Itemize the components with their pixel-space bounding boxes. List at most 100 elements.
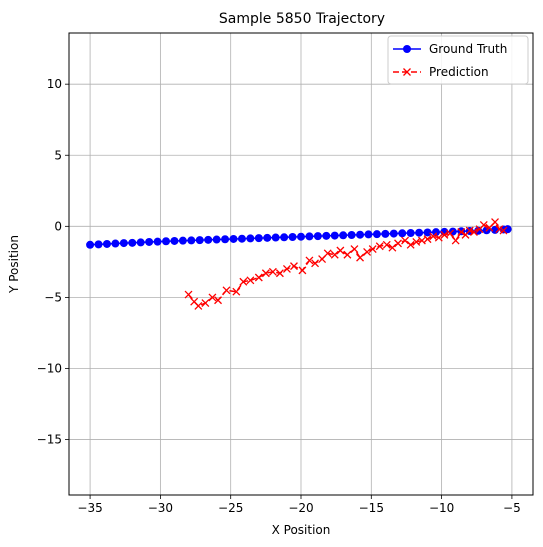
data-point-prediction — [350, 245, 359, 254]
grid — [69, 33, 533, 495]
data-point-ground-truth — [288, 232, 297, 241]
data-point-prediction — [330, 250, 339, 259]
data-point-ground-truth — [153, 237, 162, 246]
data-point-ground-truth — [503, 225, 512, 234]
data-point-prediction — [491, 218, 499, 227]
data-point-prediction — [290, 262, 298, 271]
data-point-ground-truth — [398, 229, 407, 238]
data-point-prediction — [412, 238, 421, 246]
data-point-ground-truth — [415, 228, 424, 237]
data-point-ground-truth — [237, 234, 246, 243]
data-point-ground-truth — [162, 237, 171, 246]
data-point-ground-truth — [254, 234, 263, 243]
y-tick-label: 10 — [47, 77, 62, 91]
data-point-prediction — [268, 267, 277, 276]
data-point-ground-truth — [229, 234, 238, 243]
data-point-prediction — [336, 246, 345, 255]
data-point-ground-truth — [381, 229, 390, 238]
data-point-ground-truth — [339, 231, 348, 240]
data-point-ground-truth — [111, 239, 120, 248]
data-point-prediction — [298, 266, 307, 275]
x-tick-label: −5 — [503, 501, 521, 515]
data-point-prediction — [417, 236, 426, 245]
data-point-ground-truth — [212, 235, 221, 244]
data-point-prediction — [423, 235, 432, 244]
data-point-prediction — [469, 228, 478, 236]
x-tick-label: −10 — [429, 501, 454, 515]
data-point-ground-truth — [170, 236, 179, 245]
y-tick-label: −15 — [37, 433, 62, 447]
legend: Ground Truth Prediction — [387, 35, 529, 85]
y-axis-title: Y Position — [7, 235, 21, 294]
series-layer — [86, 218, 512, 310]
data-point-prediction — [311, 259, 320, 268]
data-point-prediction — [375, 242, 384, 251]
data-point-ground-truth — [221, 235, 230, 244]
data-point-prediction — [457, 228, 466, 236]
data-point-prediction — [499, 226, 508, 235]
data-point-prediction — [388, 243, 397, 252]
y-tick-label: 0 — [54, 219, 62, 233]
data-point-prediction — [440, 230, 449, 239]
y-tick-label: −10 — [37, 361, 62, 375]
series-ground-truth — [86, 225, 512, 249]
data-point-prediction — [222, 286, 231, 295]
data-point-prediction — [363, 247, 372, 256]
data-point-ground-truth — [297, 232, 305, 241]
data-point-prediction — [232, 287, 241, 296]
data-point-prediction — [451, 236, 460, 245]
x-tick-label: −20 — [288, 501, 313, 515]
data-point-prediction — [261, 269, 270, 278]
x-tick-label: −15 — [359, 501, 384, 515]
data-point-ground-truth — [102, 239, 111, 248]
legend-marker-ground-truth — [403, 45, 411, 53]
data-point-ground-truth — [448, 227, 457, 236]
data-point-prediction — [208, 293, 217, 302]
data-point-prediction — [275, 269, 284, 278]
axis-ticks: −35 −30 −25 −20 −15 −10 −5 −15 −10 −5 0 5 10 — [37, 77, 521, 515]
data-point-prediction — [184, 290, 193, 299]
data-point-prediction — [239, 277, 248, 286]
x-axis-title: X Position — [272, 523, 331, 537]
data-point-prediction — [323, 249, 332, 258]
legend-label-ground-truth: Ground Truth — [429, 42, 507, 56]
data-point-prediction — [446, 229, 455, 238]
data-point-prediction — [282, 265, 291, 273]
x-tick-label: −25 — [218, 501, 243, 515]
data-point-ground-truth — [356, 230, 365, 239]
data-point-ground-truth — [423, 228, 432, 237]
data-point-prediction — [429, 232, 438, 241]
data-point-ground-truth — [128, 238, 137, 247]
data-point-ground-truth — [204, 235, 213, 244]
data-point-prediction — [356, 253, 365, 262]
data-point-ground-truth — [305, 232, 314, 241]
data-point-prediction — [434, 233, 443, 242]
legend-label-prediction: Prediction — [429, 65, 489, 79]
x-tick-label: −35 — [77, 501, 102, 515]
data-point-ground-truth — [322, 231, 331, 240]
data-point-ground-truth — [280, 233, 289, 242]
data-point-ground-truth — [246, 234, 255, 243]
chart-title: Sample 5850 Trajectory — [219, 11, 385, 27]
legend-marker-prediction — [403, 68, 411, 76]
data-point-prediction — [394, 239, 402, 248]
data-point-ground-truth — [94, 240, 103, 249]
data-point-prediction — [479, 220, 488, 229]
data-point-ground-truth — [178, 236, 187, 245]
data-point-prediction — [246, 276, 255, 285]
data-point-prediction — [201, 299, 210, 308]
data-point-prediction — [401, 236, 410, 245]
data-point-prediction — [194, 301, 203, 310]
data-point-ground-truth — [271, 233, 280, 242]
data-point-ground-truth — [195, 236, 204, 245]
data-point-ground-truth — [119, 239, 128, 248]
y-tick-label: 5 — [54, 148, 62, 162]
data-point-ground-truth — [389, 229, 398, 238]
data-point-ground-truth — [145, 237, 154, 246]
data-point-prediction — [406, 240, 415, 249]
data-point-prediction — [495, 225, 504, 234]
data-point-ground-truth — [136, 238, 145, 247]
data-point-ground-truth — [86, 240, 95, 249]
data-point-prediction — [214, 296, 223, 305]
